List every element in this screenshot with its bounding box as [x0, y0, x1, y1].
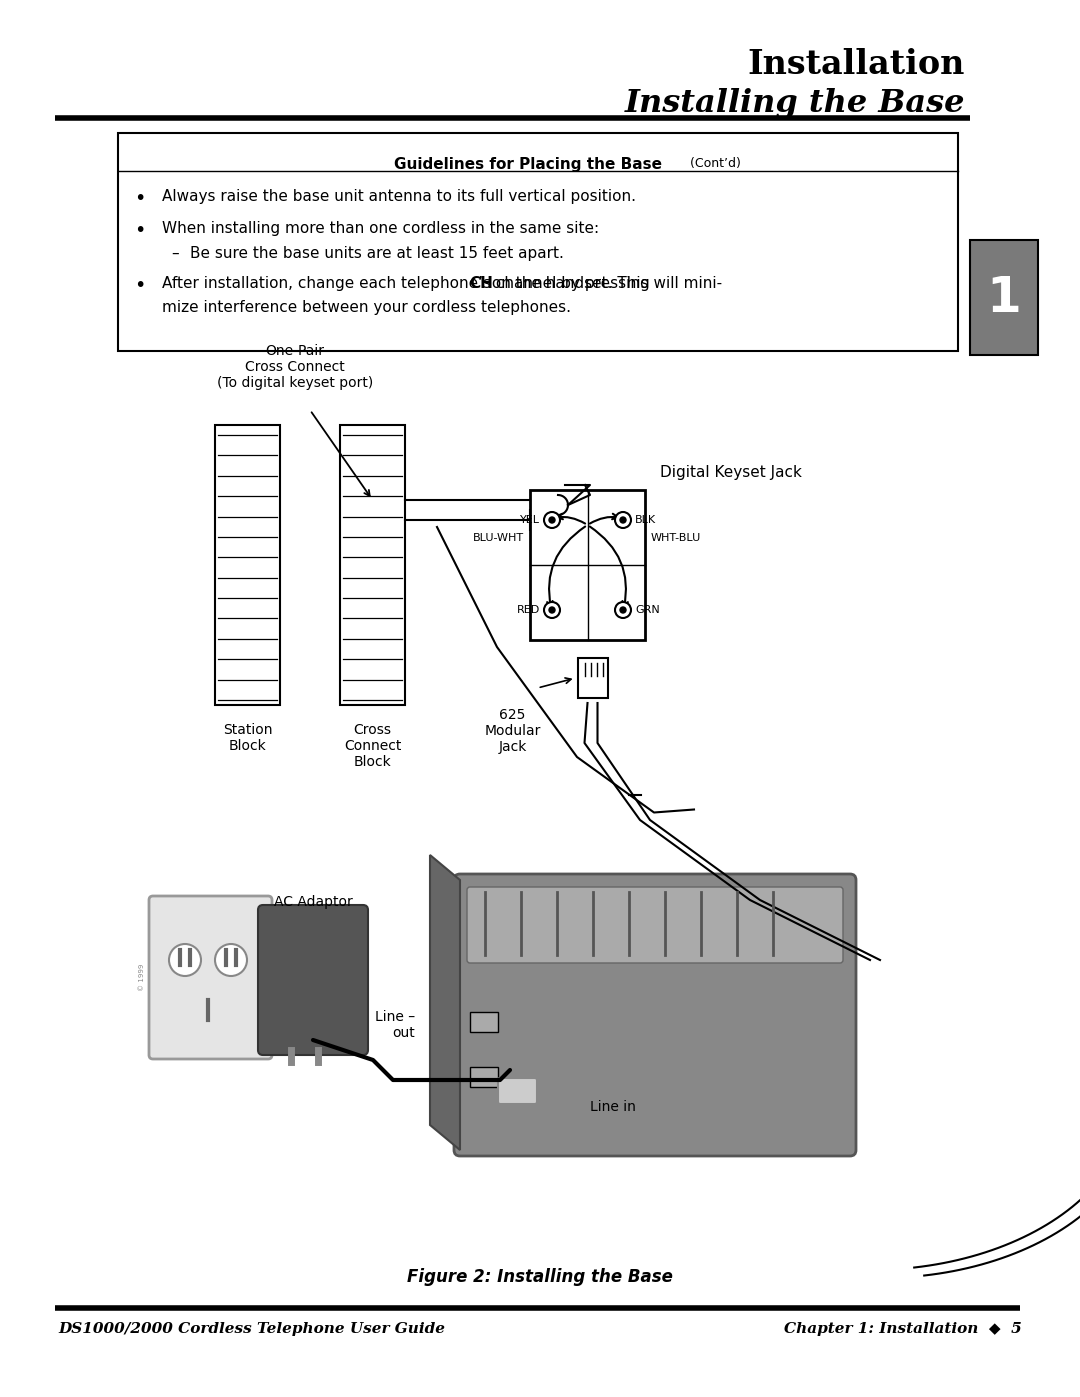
Circle shape — [620, 517, 626, 522]
Text: Guidelines for Placing the Base: Guidelines for Placing the Base — [394, 156, 662, 172]
Text: on the handset. This will mini-: on the handset. This will mini- — [487, 277, 723, 291]
FancyBboxPatch shape — [454, 875, 856, 1155]
Text: Installing the Base: Installing the Base — [624, 88, 966, 119]
Text: BLU-WHT: BLU-WHT — [473, 534, 524, 543]
Bar — [470, 1011, 498, 1032]
Text: Installation: Installation — [747, 47, 966, 81]
Bar — [470, 1067, 498, 1087]
Text: Always raise the base unit antenna to its full vertical position.: Always raise the base unit antenna to it… — [162, 189, 636, 204]
Circle shape — [549, 608, 555, 613]
Bar — [118, 133, 958, 351]
Text: Digital Keyset Jack: Digital Keyset Jack — [660, 465, 801, 481]
Circle shape — [544, 602, 561, 617]
Polygon shape — [430, 855, 460, 1150]
Bar — [530, 490, 645, 640]
FancyBboxPatch shape — [258, 905, 368, 1055]
Text: WHT-BLU: WHT-BLU — [651, 534, 701, 543]
Text: 1: 1 — [986, 274, 1022, 321]
Text: •: • — [134, 189, 146, 208]
Bar — [970, 240, 1038, 355]
Text: After installation, change each telephone’s channel by pressing: After installation, change each telephon… — [162, 277, 654, 291]
FancyBboxPatch shape — [498, 1078, 537, 1104]
Circle shape — [215, 944, 247, 977]
Circle shape — [615, 602, 631, 617]
Circle shape — [615, 511, 631, 528]
Bar — [340, 425, 405, 705]
Circle shape — [168, 944, 201, 977]
Bar — [530, 510, 558, 529]
Text: •: • — [134, 277, 146, 295]
Text: RED: RED — [516, 605, 540, 615]
Text: © 1999: © 1999 — [139, 964, 145, 992]
Bar — [215, 425, 280, 705]
Text: –: – — [172, 246, 179, 261]
Text: 625
Modular
Jack: 625 Modular Jack — [484, 708, 541, 754]
Text: (Cont’d): (Cont’d) — [686, 156, 741, 170]
Circle shape — [544, 511, 561, 528]
Text: YEL: YEL — [519, 515, 540, 525]
Text: Chapter 1: Installation  ◆  5: Chapter 1: Installation ◆ 5 — [784, 1322, 1022, 1336]
Circle shape — [549, 517, 555, 522]
Text: GRN: GRN — [635, 605, 660, 615]
Text: Figure 2: Installing the Base: Figure 2: Installing the Base — [407, 1268, 673, 1287]
Text: Line –
out: Line – out — [375, 1010, 415, 1041]
Text: BLK: BLK — [635, 515, 657, 525]
FancyBboxPatch shape — [467, 887, 843, 963]
Text: When installing more than one cordless in the same site:: When installing more than one cordless i… — [162, 221, 599, 236]
Text: CH: CH — [469, 277, 492, 291]
Text: AC Adaptor: AC Adaptor — [273, 895, 352, 909]
Text: One-Pair
Cross Connect
(To digital keyset port): One-Pair Cross Connect (To digital keyse… — [217, 344, 373, 390]
Text: DS1000/2000 Cordless Telephone User Guide: DS1000/2000 Cordless Telephone User Guid… — [58, 1322, 445, 1336]
FancyBboxPatch shape — [149, 895, 272, 1059]
Text: •: • — [134, 221, 146, 240]
Text: Cross
Connect
Block: Cross Connect Block — [343, 724, 401, 770]
Text: Be sure the base units are at least 15 feet apart.: Be sure the base units are at least 15 f… — [190, 246, 564, 261]
Circle shape — [620, 608, 626, 613]
Bar — [578, 658, 607, 698]
Text: Line in: Line in — [590, 1099, 636, 1113]
Text: mize interference between your cordless telephones.: mize interference between your cordless … — [162, 300, 571, 314]
Text: Station
Block: Station Block — [222, 724, 272, 753]
